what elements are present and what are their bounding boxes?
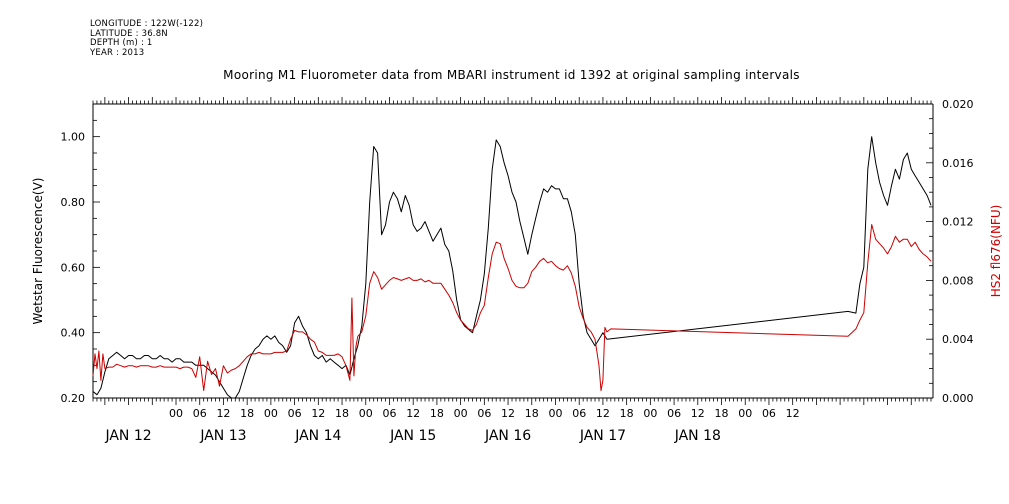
y-tick-label-right: 0.004	[942, 333, 974, 346]
y-axis-title-left: Wetstar Fluorescence(V)	[31, 178, 45, 325]
chart-tick-labels: 00 06 12 18 00 06 12 18 00 06 12 18 00 06 12 18 00 06 12 18…	[61, 98, 974, 444]
y-tick-label-right: 0.008	[942, 274, 974, 287]
x-tick-label: 06	[288, 407, 302, 420]
y-tick-label-right: 0.000	[942, 392, 974, 405]
x-tick-label: 12	[786, 407, 800, 420]
y-tick-label-right: 0.020	[942, 98, 974, 111]
x-tick-label: 06	[572, 407, 586, 420]
meta-latitude: LATITUDE : 36.8N	[90, 28, 168, 39]
x-tick-label: 12	[691, 407, 705, 420]
x-tick-label: 18	[620, 407, 634, 420]
y-tick-label-right: 0.016	[942, 157, 974, 170]
x-tick-label: 00	[169, 407, 183, 420]
x-day-label: JAN 18	[674, 428, 721, 444]
x-tick-label: 00	[264, 407, 278, 420]
y-tick-label-left: 1.00	[61, 131, 86, 144]
meta-depth: DEPTH (m) : 1	[90, 38, 153, 48]
y-tick-label-left: 0.60	[61, 261, 86, 274]
chart-axes	[92, 103, 934, 399]
x-tick-label: 00	[359, 407, 373, 420]
x-day-label: JAN 15	[389, 428, 436, 444]
x-tick-label: 06	[477, 407, 491, 420]
meta-longitude: LONGITUDE : 122W(-122)	[90, 19, 204, 29]
x-tick-label: 06	[762, 407, 776, 420]
series-hs2-line	[92, 224, 932, 392]
x-day-label: JAN 16	[484, 428, 531, 444]
x-tick-label: 18	[430, 407, 444, 420]
chart-ticks	[92, 97, 933, 405]
x-tick-label: 06	[667, 407, 681, 420]
x-tick-label: 12	[216, 407, 230, 420]
x-day-label: JAN 14	[294, 428, 341, 444]
x-day-label: JAN 17	[579, 428, 626, 444]
x-tick-label: 00	[738, 407, 752, 420]
x-tick-label: 18	[525, 407, 539, 420]
x-tick-label: 12	[311, 407, 325, 420]
x-tick-label: 12	[406, 407, 420, 420]
x-tick-label: 06	[382, 407, 396, 420]
x-tick-label: 18	[335, 407, 349, 420]
x-tick-label: 18	[715, 407, 729, 420]
chart-series	[92, 136, 932, 399]
x-day-label: JAN 12	[104, 428, 151, 444]
y-axis-title-right: HS2 fl676(NFU)	[989, 205, 1003, 298]
x-tick-label: 12	[501, 407, 515, 420]
x-tick-label: 00	[454, 407, 468, 420]
y-tick-label-left: 0.40	[61, 327, 86, 340]
x-tick-label: 06	[193, 407, 207, 420]
series-wetstar-line	[92, 136, 932, 399]
x-tick-label: 00	[548, 407, 562, 420]
y-tick-label-left: 0.20	[61, 392, 86, 405]
x-tick-label: 12	[596, 407, 610, 420]
y-tick-label-left: 0.80	[61, 196, 86, 209]
y-tick-label-right: 0.012	[942, 216, 974, 229]
x-day-label: JAN 13	[199, 428, 246, 444]
meta-year: YEAR : 2013	[90, 47, 145, 58]
chart-title: Mooring M1 Fluorometer data from MBARI i…	[223, 68, 800, 82]
x-tick-label: 18	[240, 407, 254, 420]
station-metadata: LONGITUDE : 122W(-122) LATITUDE : 36.8N …	[90, 19, 204, 58]
x-tick-label: 00	[643, 407, 657, 420]
